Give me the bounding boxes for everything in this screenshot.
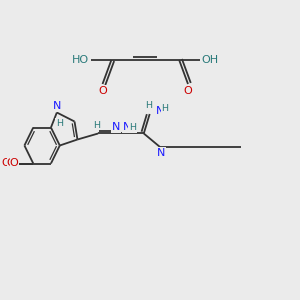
Text: H: H <box>161 104 169 113</box>
Text: H: H <box>56 119 63 128</box>
Text: N: N <box>112 122 120 132</box>
Text: N: N <box>122 122 131 132</box>
Text: H: H <box>129 123 136 132</box>
Text: O: O <box>5 158 14 169</box>
Text: OH: OH <box>201 55 218 65</box>
Text: HO: HO <box>72 55 89 65</box>
Text: H: H <box>93 121 100 130</box>
Text: N: N <box>53 101 61 111</box>
Text: N: N <box>156 106 164 116</box>
Text: O: O <box>184 85 192 95</box>
Text: H: H <box>145 101 152 110</box>
Text: N: N <box>157 148 165 158</box>
Text: O: O <box>1 158 10 168</box>
Text: O: O <box>10 158 19 169</box>
Text: O: O <box>98 85 107 95</box>
Text: O: O <box>7 158 16 169</box>
